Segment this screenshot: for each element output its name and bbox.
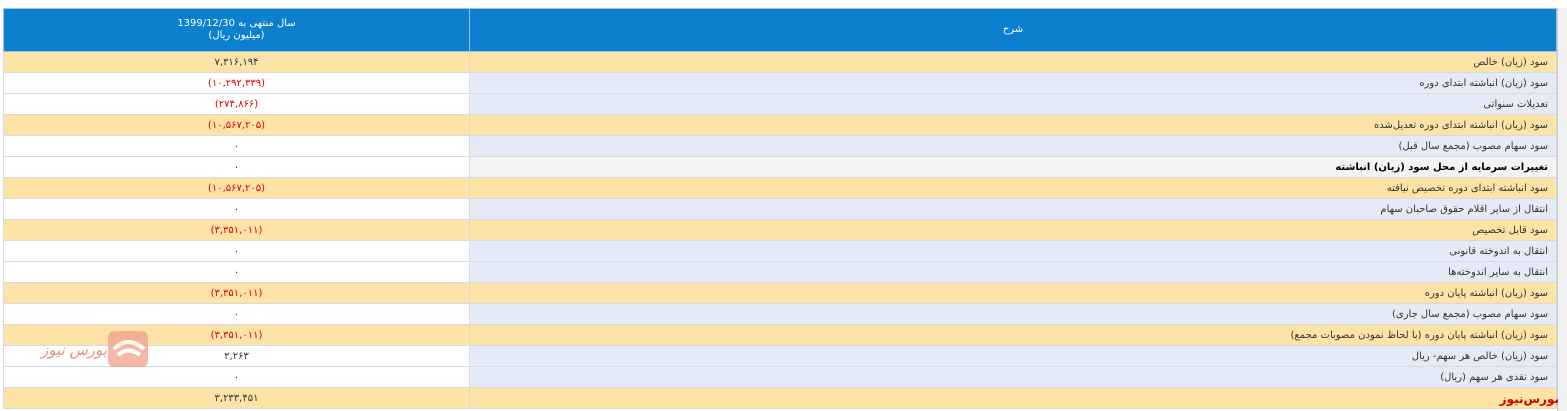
description-cell: سود (زیان) خالص — [469, 51, 1557, 73]
description-header: شرح — [469, 8, 1557, 52]
table-row: ۰ انتقال از سایر اقلام حقوق صاحبان سهام — [3, 198, 1557, 220]
description-cell: سود (زیان) انباشته ابتدای دوره — [469, 72, 1557, 94]
value-cell: (۱۰,۵۶۷,۲۰۵) — [3, 177, 470, 199]
table-row: (۳,۳۵۱,۰۱۱) سود (زیان) انباشته پایان دوره… — [3, 324, 1557, 346]
value-cell: ۳,۲۳۳,۴۵۱ — [3, 387, 470, 409]
value-cell: (۲۷۴,۸۶۶) — [3, 93, 470, 115]
description-cell: تعدیلات سنواتی — [469, 93, 1557, 115]
table-row: (۱۰,۵۶۷,۲۰۵) سود انباشته ابتدای دوره تخصی… — [3, 177, 1557, 199]
table-row: ۳,۲۳۳,۴۵۱ — [3, 387, 1557, 409]
description-cell: سود (زیان) انباشته ابتدای دوره تعدیل‌شده — [469, 114, 1557, 136]
value-cell: ۰ — [3, 261, 470, 283]
table-row: ۰ سود سهام مصوب (مجمع سال قبل) — [3, 135, 1557, 157]
value-cell: (۳,۳۵۱,۰۱۱) — [3, 219, 470, 241]
value-cell: ۰ — [3, 240, 470, 262]
value-cell: (۳,۳۵۱,۰۱۱) — [3, 282, 470, 304]
description-cell: سود سهام مصوب (مجمع سال جاری) — [469, 303, 1557, 325]
value-header-title: سال منتهی به 1399/12/30 — [177, 18, 296, 29]
description-cell: سود قابل تخصیص — [469, 219, 1557, 241]
watermark-text: بورس نیوز — [40, 341, 107, 359]
table-row: (۳,۳۵۱,۰۱۱) سود قابل تخصیص — [3, 219, 1557, 241]
statement-table: سال منتهی به 1399/12/30 (میلیون ریال) شرح… — [3, 8, 1557, 409]
logo-lines — [112, 340, 146, 357]
description-cell: انتقال از سایر اقلام حقوق صاحبان سهام — [469, 198, 1557, 220]
value-cell: ۰ — [3, 156, 470, 178]
table-row: (۳,۳۵۱,۰۱۱) سود (زیان) انباشته پایان دوره — [3, 282, 1557, 304]
value-cell: ۰ — [3, 198, 470, 220]
table-row: ۰ انتقال به اندوخته قانونی — [3, 240, 1557, 262]
table-row: ۰ سود سهام مصوب (مجمع سال جاری) — [3, 303, 1557, 325]
table-row: ۰ تغییرات سرمایه از محل سود (زیان) انباشت… — [3, 156, 1557, 178]
description-cell: تغییرات سرمایه از محل سود (زیان) انباشته — [469, 156, 1557, 178]
table-row: ۰ انتقال به سایر اندوخته‌ها — [3, 261, 1557, 283]
header-row: سال منتهی به 1399/12/30 (میلیون ریال) شرح — [3, 8, 1557, 52]
description-cell: سود سهام مصوب (مجمع سال قبل) — [469, 135, 1557, 157]
table-row: ۰ سود نقدی هر سهم (ریال) — [3, 366, 1557, 388]
table-row: (۱۰,۵۶۷,۲۰۵) سود (زیان) انباشته ابتدای دو… — [3, 114, 1557, 136]
table-row: ۷,۳۱۶,۱۹۴ سود (زیان) خالص — [3, 51, 1557, 73]
value-header-unit: (میلیون ریال) — [208, 30, 265, 41]
value-cell: ۰ — [3, 303, 470, 325]
value-cell: (۱۰,۲۹۲,۳۳۹) — [3, 72, 470, 94]
description-cell: انتقال به سایر اندوخته‌ها — [469, 261, 1557, 283]
description-cell: سود (زیان) انباشته پایان دوره (با لحاظ ن… — [469, 324, 1557, 346]
value-cell: (۱۰,۵۶۷,۲۰۵) — [3, 114, 470, 136]
value-cell: ۰ — [3, 135, 470, 157]
description-cell: سود (زیان) خالص هر سهم- ریال — [469, 345, 1557, 367]
description-cell: سود نقدی هر سهم (ریال) — [469, 366, 1557, 388]
table-row: (۱۰,۲۹۲,۳۳۹) سود (زیان) انباشته ابتدای دو… — [3, 72, 1557, 94]
description-cell — [469, 387, 1557, 409]
watermark-logo: بورس نیوز — [40, 331, 148, 367]
footer-credit: بورس‌نیوز — [1499, 392, 1559, 406]
description-cell: سود انباشته ابتدای دوره تخصیص نیافته — [469, 177, 1557, 199]
table-row: (۲۷۴,۸۶۶) تعدیلات سنواتی — [3, 93, 1557, 115]
table-row: ۲,۲۶۳ سود (زیان) خالص هر سهم- ریال — [3, 345, 1557, 367]
scrollbar[interactable] — [1557, 8, 1567, 411]
value-cell: ۷,۳۱۶,۱۹۴ — [3, 51, 470, 73]
description-cell: انتقال به اندوخته قانونی — [469, 240, 1557, 262]
value-header: سال منتهی به 1399/12/30 (میلیون ریال) — [3, 8, 470, 52]
description-cell: سود (زیان) انباشته پایان دوره — [469, 282, 1557, 304]
